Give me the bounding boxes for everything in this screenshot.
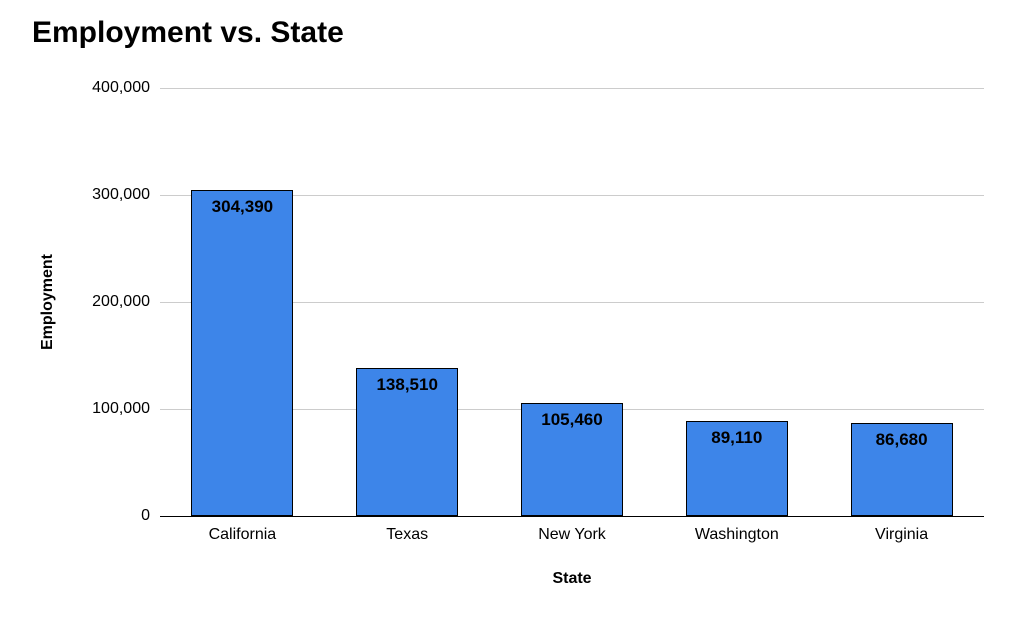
y-tick-label: 300,000 bbox=[92, 186, 160, 204]
bar: 86,680 bbox=[851, 423, 953, 516]
plot-area: 0100,000200,000300,000400,000304,390Cali… bbox=[160, 88, 984, 517]
bar-value-label: 304,390 bbox=[192, 197, 292, 217]
bar: 304,390 bbox=[191, 190, 293, 516]
x-tick-label: Texas bbox=[386, 516, 428, 544]
x-tick-label: Virginia bbox=[875, 516, 928, 544]
bar: 89,110 bbox=[686, 421, 788, 516]
bar-value-label: 86,680 bbox=[852, 430, 952, 450]
bar-value-label: 138,510 bbox=[357, 375, 457, 395]
x-tick-label: New York bbox=[538, 516, 606, 544]
y-tick-label: 0 bbox=[141, 507, 160, 525]
x-tick-label: Washington bbox=[695, 516, 779, 544]
bar: 138,510 bbox=[356, 368, 458, 516]
y-tick-label: 200,000 bbox=[92, 293, 160, 311]
bar-value-label: 105,460 bbox=[522, 410, 622, 430]
y-axis-title: Employment bbox=[39, 254, 57, 350]
x-axis-title: State bbox=[552, 570, 591, 588]
bar: 105,460 bbox=[521, 403, 623, 516]
employment-by-state-chart: Employment vs. State 0100,000200,000300,… bbox=[0, 0, 1024, 633]
chart-title: Employment vs. State bbox=[32, 16, 344, 50]
gridline bbox=[160, 88, 984, 89]
y-tick-label: 400,000 bbox=[92, 79, 160, 97]
y-tick-label: 100,000 bbox=[92, 400, 160, 418]
x-tick-label: California bbox=[209, 516, 277, 544]
bar-value-label: 89,110 bbox=[687, 428, 787, 448]
